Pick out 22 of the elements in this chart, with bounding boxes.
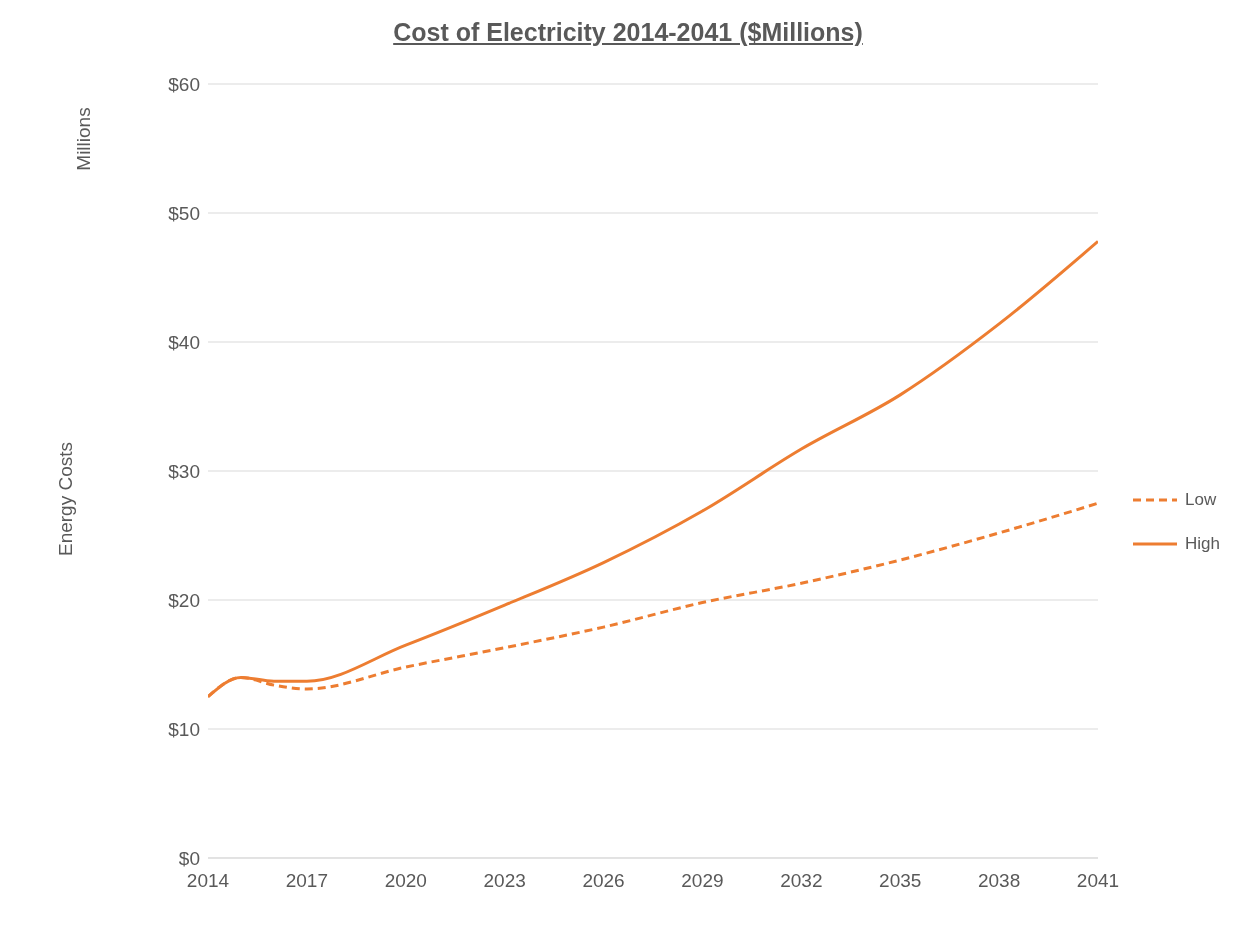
- chart-title: Cost of Electricity 2014-2041 ($Millions): [392, 18, 864, 47]
- y-tick-label: $10: [168, 718, 200, 740]
- x-tick-label: 2038: [977, 870, 1021, 892]
- text: Millions: [73, 106, 95, 173]
- x-tick-label: 2014: [186, 870, 230, 892]
- y-tick-label: $60: [168, 73, 200, 95]
- y-tick-label: $40: [168, 331, 200, 353]
- x-tick-label: 2023: [483, 870, 526, 892]
- x-tick-label: 2035: [879, 870, 922, 892]
- y-tick-label: $30: [168, 460, 200, 482]
- x-tick-label: 2041: [1076, 870, 1120, 892]
- y-axis-title: Energy Costs: [55, 441, 77, 559]
- legend-label: High: [1185, 534, 1220, 554]
- x-tick-label: 2026: [582, 870, 625, 892]
- x-tick-label: 2029: [681, 870, 724, 892]
- y-tick-label: $0: [178, 847, 200, 869]
- x-tick-label: 2017: [285, 870, 329, 892]
- y-tick-label: $50: [168, 202, 200, 224]
- legend-label: Low: [1185, 490, 1217, 510]
- y-tick-label: $20: [168, 589, 200, 611]
- x-tick-label: 2020: [384, 870, 427, 892]
- x-tick-label: 2032: [780, 870, 823, 892]
